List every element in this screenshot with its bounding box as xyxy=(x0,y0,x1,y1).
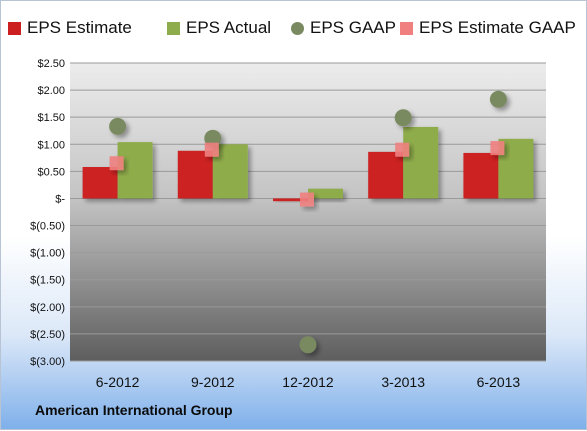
legend-swatch-eps-actual xyxy=(167,21,180,35)
legend: EPS Estimate EPS Actual EPS GAAP EPS Est… xyxy=(1,15,587,41)
marker-eps-estimate-gaap xyxy=(204,142,219,157)
x-tick-label: 9-2012 xyxy=(191,374,235,390)
legend-label-eps-gaap: EPS GAAP xyxy=(310,18,396,37)
legend-item-eps-estimate-gaap: EPS Estimate GAAP xyxy=(400,15,576,41)
marker-eps-estimate-gaap xyxy=(395,142,410,157)
x-tick-label: 12-2012 xyxy=(282,374,334,390)
marker-eps-estimate-gaap xyxy=(490,141,505,156)
bar-eps-estimate xyxy=(82,167,118,199)
bar-eps-estimate xyxy=(273,198,308,202)
bar-eps-actual xyxy=(403,126,439,199)
legend-label-eps-actual: EPS Actual xyxy=(186,18,272,37)
y-tick-label: $(2.00) xyxy=(30,302,65,314)
y-tick-label: $0.50 xyxy=(37,166,65,178)
y-tick-label: $(1.00) xyxy=(30,248,65,260)
y-tick-label: $(1.50) xyxy=(30,275,65,287)
marker-eps-gaap xyxy=(299,336,317,354)
legend-item-eps-actual: EPS Actual xyxy=(167,15,271,41)
y-tick-label: $1.00 xyxy=(37,139,65,151)
marker-eps-gaap xyxy=(204,129,222,147)
legend-swatch-eps-gaap xyxy=(291,21,304,35)
bar-eps-estimate xyxy=(368,151,404,199)
bar-eps-estimate xyxy=(463,152,499,199)
legend-swatch-eps-estimate-gaap xyxy=(400,21,413,35)
legend-swatch-eps-estimate xyxy=(8,21,21,35)
legend-item-eps-estimate: EPS Estimate xyxy=(8,15,132,41)
y-tick-label: $(2.50) xyxy=(30,329,65,341)
company-name: American International Group xyxy=(35,402,233,418)
y-tick-label: $2.50 xyxy=(37,58,65,70)
y-tick-label: $1.50 xyxy=(37,112,65,124)
legend-label-eps-estimate-gaap: EPS Estimate GAAP xyxy=(419,18,576,37)
y-tick-label: $- xyxy=(55,193,65,205)
legend-label-eps-estimate: EPS Estimate xyxy=(27,18,132,37)
marker-eps-estimate-gaap xyxy=(300,192,314,207)
x-tick-label: 3-2013 xyxy=(381,374,425,390)
x-tick-label: 6-2013 xyxy=(477,374,521,390)
marker-eps-gaap xyxy=(109,117,127,135)
marker-eps-estimate-gaap xyxy=(109,156,124,171)
y-tick-label: $2.00 xyxy=(37,85,65,97)
bar-eps-actual xyxy=(308,188,343,199)
x-tick-label: 6-2012 xyxy=(96,374,140,390)
plot-area xyxy=(70,63,546,361)
bar-eps-estimate xyxy=(177,150,213,199)
y-tick-label: $(0.50) xyxy=(30,221,65,233)
y-tick-label: $(3.00) xyxy=(30,356,65,368)
legend-item-eps-gaap: EPS GAAP xyxy=(291,15,396,41)
marker-eps-gaap xyxy=(489,90,507,108)
bar-eps-actual xyxy=(117,142,153,199)
marker-eps-gaap xyxy=(394,109,412,127)
